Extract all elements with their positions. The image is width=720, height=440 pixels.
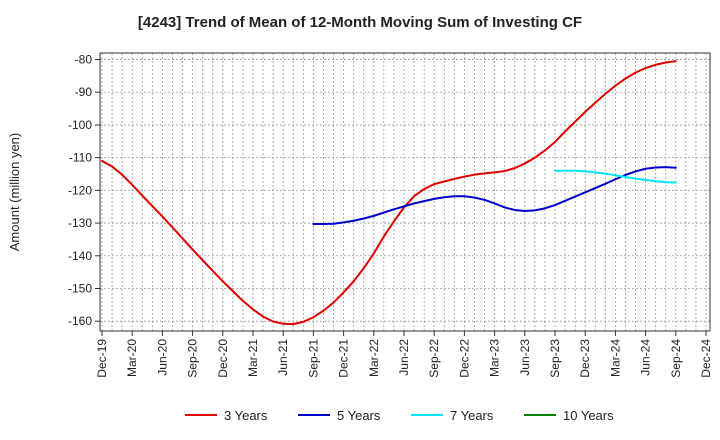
- series-layer: [101, 60, 677, 326]
- x-tick-label: Dec-24: [699, 339, 713, 378]
- y-tick-label: -130: [68, 216, 92, 230]
- legend-label: 5 Years: [337, 408, 381, 423]
- legend-item-5-years: 5 Years: [298, 408, 381, 423]
- x-tick-label: Sep-24: [669, 339, 683, 378]
- y-tick-label: -120: [68, 183, 92, 197]
- legend-item-7-years: 7 Years: [411, 408, 494, 423]
- legend-item-10-years: 10 Years: [524, 408, 614, 423]
- y-tick-label: -100: [68, 118, 92, 132]
- x-tick-labels: Dec-19 Mar-20 Jun-20 Sep-20 Dec-20 Mar-21 Jun-…: [95, 339, 713, 378]
- y-tick-label: -160: [68, 314, 92, 328]
- y-tick-label: -140: [68, 249, 92, 263]
- x-tick-label: Sep-20: [186, 339, 200, 378]
- x-tick-label: Sep-21: [306, 339, 320, 378]
- legend-label: 3 Years: [224, 408, 268, 423]
- x-tick-label: Jun-22: [397, 339, 411, 376]
- x-tick-label: Dec-21: [337, 339, 351, 378]
- x-tick-label: Mar-20: [125, 339, 139, 377]
- y-axis-title: Amount (million yen): [7, 133, 22, 252]
- plot-frame: [99, 52, 711, 332]
- legend-item-3-years: 3 Years: [185, 408, 268, 423]
- x-tick-label: Sep-22: [427, 339, 441, 378]
- y-tick-labels: -80 -90 -100 -110 -120 -130 -140 -150 -160: [68, 53, 92, 329]
- y-tick-label: -110: [69, 151, 92, 165]
- x-tick-label: Dec-23: [578, 339, 592, 378]
- x-tick-label: Dec-22: [457, 339, 471, 378]
- x-tick-label: Jun-20: [155, 339, 169, 376]
- x-tick-label: Dec-19: [95, 339, 109, 378]
- legend: 3 Years 5 Years 7 Years 10 Years: [185, 408, 614, 423]
- grid-layer: [95, 53, 710, 336]
- series-line-3-years: [101, 60, 677, 326]
- x-tick-label: Mar-22: [367, 339, 381, 377]
- chart-title: [4243] Trend of Mean of 12-Month Moving …: [137, 14, 583, 31]
- series-line-7-years: [554, 169, 677, 184]
- x-tick-label: Sep-23: [548, 339, 562, 378]
- x-tick-label: Jun-24: [639, 339, 653, 376]
- series-line-5-years: [312, 166, 677, 226]
- x-tick-label: Dec-20: [216, 339, 230, 378]
- y-tick-label: -150: [68, 281, 92, 295]
- y-tick-label: -90: [75, 85, 93, 99]
- y-tick-label: -80: [75, 53, 93, 67]
- x-tick-label: Jun-23: [518, 339, 532, 376]
- x-tick-label: Mar-24: [608, 339, 622, 377]
- x-tick-label: Jun-21: [276, 339, 290, 376]
- legend-label: 7 Years: [450, 408, 494, 423]
- legend-label: 10 Years: [563, 408, 614, 423]
- x-tick-label: Mar-23: [488, 339, 502, 377]
- x-tick-label: Mar-21: [246, 339, 260, 377]
